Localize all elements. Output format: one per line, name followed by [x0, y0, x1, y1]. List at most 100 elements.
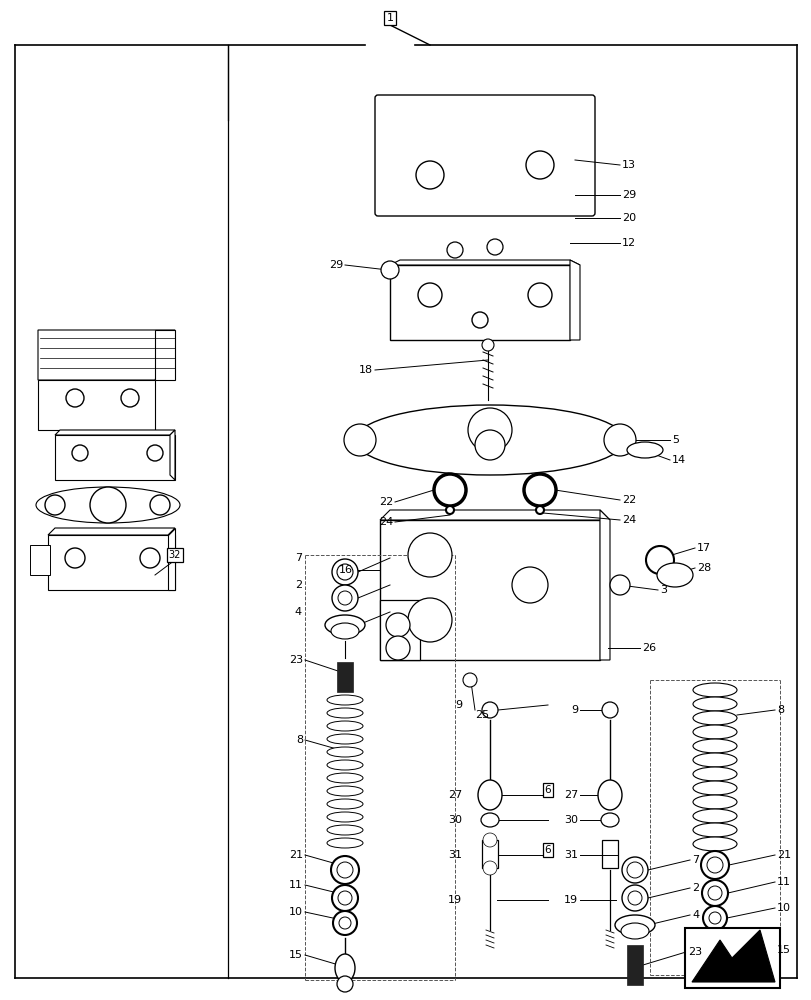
Polygon shape [380, 510, 609, 520]
Polygon shape [380, 100, 590, 150]
Text: 4: 4 [294, 607, 302, 617]
Circle shape [407, 598, 452, 642]
Ellipse shape [692, 823, 736, 837]
Text: 11: 11 [776, 877, 790, 887]
Circle shape [332, 559, 358, 585]
Text: 2: 2 [691, 883, 698, 893]
Text: 8: 8 [776, 705, 783, 715]
Ellipse shape [597, 780, 621, 810]
Ellipse shape [327, 773, 363, 783]
Circle shape [65, 548, 85, 568]
Text: 5: 5 [672, 435, 678, 445]
Text: 6: 6 [544, 785, 551, 795]
Text: 27: 27 [563, 790, 577, 800]
Ellipse shape [327, 734, 363, 744]
Text: 26: 26 [642, 643, 655, 653]
Ellipse shape [327, 825, 363, 835]
Circle shape [702, 906, 726, 930]
Circle shape [407, 533, 452, 577]
Polygon shape [579, 100, 590, 150]
Circle shape [527, 283, 551, 307]
Text: 21: 21 [776, 850, 790, 860]
Text: 32: 32 [169, 550, 181, 560]
Text: 10: 10 [289, 907, 303, 917]
Ellipse shape [600, 813, 618, 827]
Ellipse shape [692, 795, 736, 809]
Text: 12: 12 [621, 238, 635, 248]
Circle shape [337, 591, 351, 605]
Circle shape [433, 474, 466, 506]
Text: 4: 4 [691, 910, 698, 920]
Text: 18: 18 [358, 365, 372, 375]
Ellipse shape [324, 615, 365, 635]
Text: 6: 6 [544, 845, 551, 855]
Ellipse shape [327, 708, 363, 718]
Ellipse shape [327, 747, 363, 757]
Ellipse shape [692, 711, 736, 725]
Ellipse shape [327, 695, 363, 705]
Text: 10: 10 [776, 903, 790, 913]
Text: 7: 7 [294, 553, 302, 563]
Circle shape [526, 151, 553, 179]
Circle shape [621, 857, 647, 883]
Polygon shape [48, 528, 175, 535]
Circle shape [337, 891, 351, 905]
Polygon shape [599, 510, 609, 660]
Circle shape [72, 445, 88, 461]
Text: 3: 3 [659, 585, 666, 595]
Text: 29: 29 [621, 190, 636, 200]
Polygon shape [626, 945, 642, 985]
Circle shape [609, 575, 629, 595]
Text: 20: 20 [621, 213, 635, 223]
Circle shape [482, 339, 493, 351]
Text: 19: 19 [448, 895, 461, 905]
Polygon shape [48, 535, 175, 590]
Polygon shape [569, 260, 579, 340]
Circle shape [147, 445, 163, 461]
Ellipse shape [704, 944, 724, 972]
Ellipse shape [692, 725, 736, 739]
Text: 17: 17 [696, 543, 710, 553]
Circle shape [385, 636, 410, 660]
Ellipse shape [327, 786, 363, 796]
Circle shape [90, 487, 126, 523]
Ellipse shape [327, 812, 363, 822]
Circle shape [332, 585, 358, 611]
Circle shape [45, 495, 65, 515]
Circle shape [627, 891, 642, 905]
Ellipse shape [626, 442, 663, 458]
Text: 15: 15 [776, 945, 790, 955]
Circle shape [483, 861, 496, 875]
Ellipse shape [327, 721, 363, 731]
Text: 30: 30 [448, 815, 461, 825]
Circle shape [487, 239, 502, 255]
Circle shape [626, 862, 642, 878]
Circle shape [385, 613, 410, 637]
Circle shape [418, 283, 441, 307]
Polygon shape [684, 928, 779, 988]
Ellipse shape [36, 487, 180, 523]
Ellipse shape [692, 767, 736, 781]
Text: 30: 30 [564, 815, 577, 825]
Circle shape [445, 506, 453, 514]
Text: 19: 19 [563, 895, 577, 905]
Ellipse shape [354, 405, 624, 475]
Ellipse shape [692, 809, 736, 823]
Text: 1: 1 [386, 13, 393, 23]
Circle shape [380, 261, 398, 279]
Text: 14: 14 [672, 455, 685, 465]
Text: 25: 25 [474, 710, 488, 720]
Circle shape [121, 389, 139, 407]
Circle shape [700, 851, 728, 879]
Ellipse shape [656, 563, 692, 587]
Text: 9: 9 [454, 700, 461, 710]
Circle shape [708, 912, 720, 924]
Text: 2: 2 [294, 580, 302, 590]
Circle shape [603, 424, 635, 456]
Ellipse shape [692, 781, 736, 795]
Text: 22: 22 [378, 497, 393, 507]
Ellipse shape [331, 623, 358, 639]
Circle shape [415, 161, 444, 189]
Circle shape [646, 546, 673, 574]
Polygon shape [389, 265, 569, 340]
